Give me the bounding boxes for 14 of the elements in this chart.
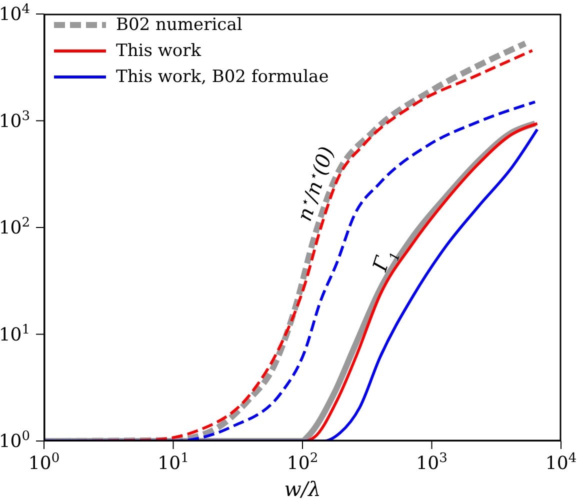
legend-label: B02 numerical xyxy=(116,15,242,35)
y-tick-label: 10$^{1}$ xyxy=(0,322,30,346)
x-tick-label: 10$^{0}$ xyxy=(28,450,60,474)
legend-label: This work xyxy=(116,41,202,61)
legend-label: This work, B02 formulae xyxy=(116,67,329,87)
x-tick-label: 10$^{3}$ xyxy=(416,450,448,474)
y-tick-label: 10$^{0}$ xyxy=(0,428,30,452)
x-tick-label: 10$^{4}$ xyxy=(545,450,577,474)
x-axis-title: w/λ xyxy=(284,477,321,501)
y-tick-label: 10$^{2}$ xyxy=(0,215,30,238)
x-tick-label: 10$^{2}$ xyxy=(286,450,318,474)
y-tick-label: 10$^{4}$ xyxy=(0,2,30,25)
y-tick-label: 10$^{3}$ xyxy=(0,108,30,132)
x-tick-label: 10$^{1}$ xyxy=(158,450,189,474)
